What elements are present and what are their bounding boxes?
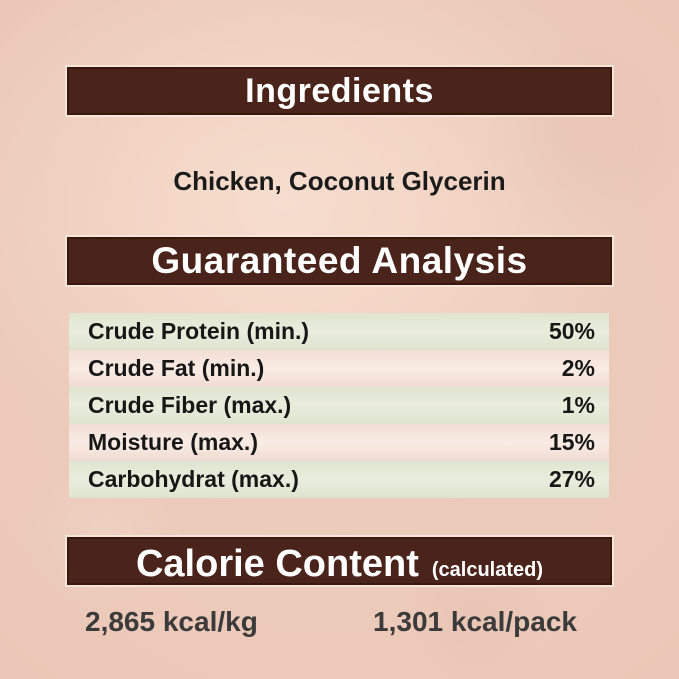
table-row-crude-fiber: Crude Fiber (max.) 1% <box>69 387 609 424</box>
calories-per-pack: 1,301 kcal/pack <box>373 606 577 637</box>
nutrient-label: Crude Fiber (max.) <box>88 392 292 418</box>
nutrient-value: 15% <box>548 429 595 455</box>
nutrient-value: 2% <box>561 355 595 381</box>
ingredients-title: Ingredients <box>245 71 434 110</box>
guaranteed-analysis-table: Crude Protein (min.) 50% Crude Fat (min.… <box>69 313 609 498</box>
calorie-content-title: Calorie Content <box>135 543 419 585</box>
guaranteed-analysis-header-banner: Guaranteed Analysis <box>67 237 612 285</box>
table-row-carbohydrate: Carbohydrat (max.) 27% <box>69 461 609 498</box>
nutrient-value: 50% <box>548 318 595 344</box>
nutrient-label: Crude Protein (min.) <box>88 318 310 344</box>
nutrient-value: 27% <box>548 466 595 492</box>
table-row-moisture: Moisture (max.) 15% <box>69 424 609 461</box>
calorie-values-row: 2,865 kcal/kg 1,301 kcal/pack <box>67 606 612 638</box>
calories-per-kg: 2,865 kcal/kg <box>85 606 258 637</box>
ingredients-header-banner: Ingredients <box>67 67 612 115</box>
ingredients-list: Chicken, Coconut Glycerin <box>173 166 506 196</box>
calorie-content-header-banner: Calorie Content (calculated) <box>67 537 612 585</box>
nutrient-value: 1% <box>561 392 595 418</box>
nutrient-label: Crude Fat (min.) <box>88 355 265 381</box>
calorie-content-subtitle: (calculated) <box>431 559 544 581</box>
nutrient-label: Carbohydrat (max.) <box>88 466 299 492</box>
nutrient-label: Moisture (max.) <box>88 429 258 455</box>
table-row-crude-protein: Crude Protein (min.) 50% <box>69 313 609 350</box>
guaranteed-analysis-title: Guaranteed Analysis <box>151 240 528 281</box>
table-row-crude-fat: Crude Fat (min.) 2% <box>69 350 609 387</box>
